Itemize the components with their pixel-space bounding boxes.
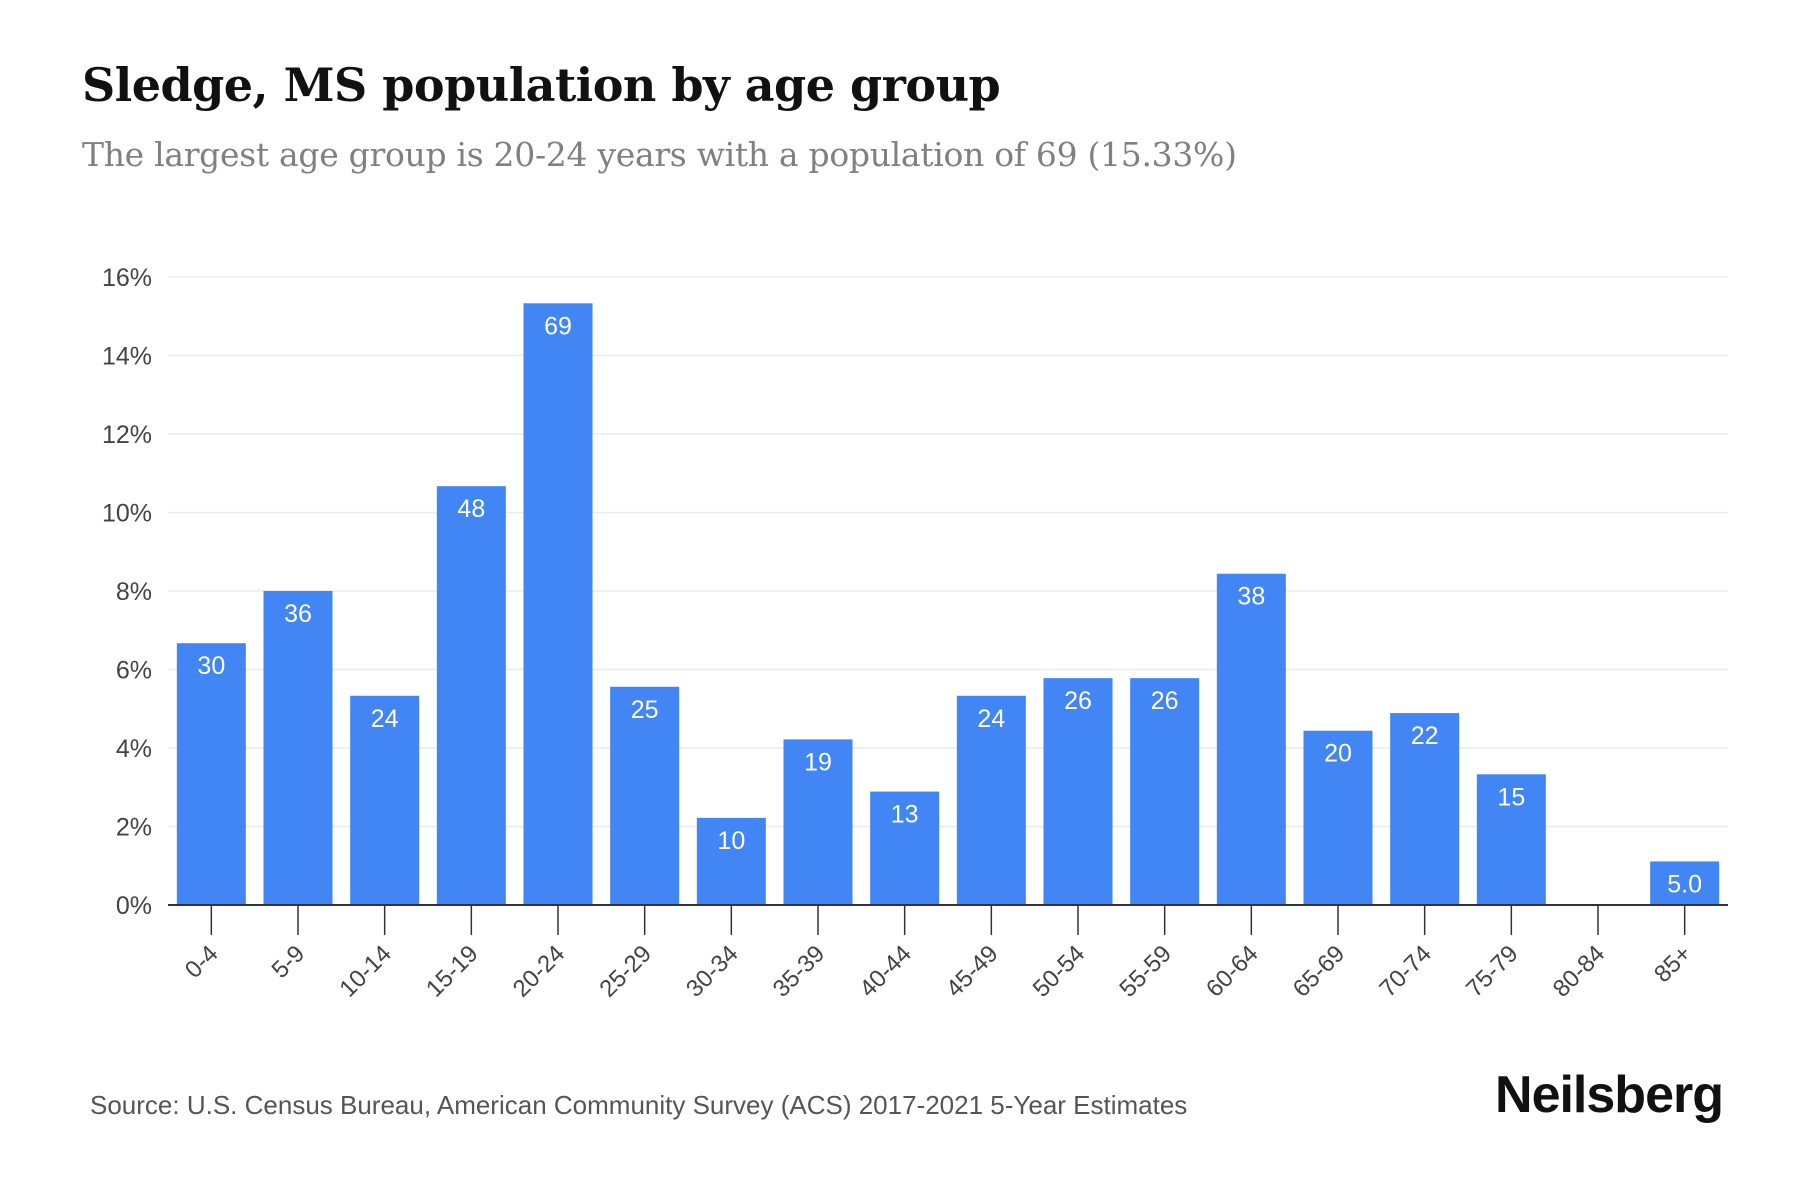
bar-data-label: 15 xyxy=(1497,783,1525,811)
bar-data-label: 30 xyxy=(197,652,225,680)
bar xyxy=(523,303,593,905)
bar xyxy=(1390,713,1460,905)
bar xyxy=(176,643,246,905)
x-tick-label: 60-64 xyxy=(1201,940,1264,1003)
bar-data-label: 26 xyxy=(1151,687,1179,715)
bar-data-label: 20 xyxy=(1324,740,1352,768)
bar-data-label: 10 xyxy=(717,827,745,855)
y-tick-label: 14% xyxy=(102,343,152,371)
x-tick-label: 25-29 xyxy=(594,940,657,1003)
bar-data-label: 24 xyxy=(371,705,399,733)
chart-subtitle: The largest age group is 20-24 years wit… xyxy=(82,135,1237,174)
x-tick-label: 0-4 xyxy=(180,940,224,984)
bar-data-label: 69 xyxy=(544,312,572,340)
bar-data-label: 38 xyxy=(1237,583,1265,611)
x-tick-label: 20-24 xyxy=(508,940,571,1003)
bar-data-label: 24 xyxy=(977,705,1005,733)
bar-data-label: 48 xyxy=(457,495,485,523)
y-tick-label: 0% xyxy=(116,892,152,920)
bar xyxy=(263,591,333,905)
bar-data-label: 36 xyxy=(284,600,312,628)
y-tick-label: 4% xyxy=(116,735,152,763)
bar-data-label: 13 xyxy=(891,801,919,829)
bar xyxy=(1043,678,1113,905)
bar xyxy=(1476,774,1546,905)
bar xyxy=(1216,573,1286,905)
y-tick-label: 16% xyxy=(102,264,152,292)
brand-logo: Neilsberg xyxy=(1495,1066,1724,1124)
chart-title: Sledge, MS population by age group xyxy=(82,58,1001,112)
bar xyxy=(783,739,853,905)
y-tick-label: 6% xyxy=(116,657,152,685)
x-tick-label: 5-9 xyxy=(267,940,311,984)
bar xyxy=(956,695,1026,905)
bar xyxy=(610,686,680,905)
bar-data-label: 5.0 xyxy=(1667,870,1702,898)
bar xyxy=(696,817,766,905)
bar-data-label: 26 xyxy=(1064,687,1092,715)
x-tick-label: 80-84 xyxy=(1548,940,1611,1003)
bar-data-label: 25 xyxy=(631,696,659,724)
x-tick-label: 75-79 xyxy=(1461,940,1524,1003)
bar xyxy=(1130,678,1200,905)
x-tick-label: 40-44 xyxy=(854,940,917,1003)
x-tick-label: 30-34 xyxy=(681,940,744,1003)
bar-chart: 0% 2% 4% 6% 8% 10% 12% 14% 16% 30 0-4 36 5-9 24 10-14 4… xyxy=(102,264,1728,1003)
x-tick-label: 10-14 xyxy=(334,940,397,1003)
y-tick-label: 2% xyxy=(116,814,152,842)
y-tick-label: 10% xyxy=(102,500,152,528)
x-tick-label: 45-49 xyxy=(941,940,1004,1003)
x-tick-label: 55-59 xyxy=(1114,940,1177,1003)
bar xyxy=(436,486,506,905)
y-tick-label: 12% xyxy=(102,421,152,449)
bar-data-label: 22 xyxy=(1411,722,1439,750)
bar xyxy=(1650,861,1720,905)
bar xyxy=(870,791,940,905)
x-tick-label: 65-69 xyxy=(1288,940,1351,1003)
x-tick-label: 70-74 xyxy=(1374,940,1437,1003)
x-tick-label: 15-19 xyxy=(421,940,484,1003)
x-tick-label: 85+ xyxy=(1649,940,1697,988)
x-tick-label: 50-54 xyxy=(1028,940,1091,1003)
source-note: Source: U.S. Census Bureau, American Com… xyxy=(90,1090,1188,1120)
bar xyxy=(350,695,420,905)
x-tick-label: 35-39 xyxy=(768,940,831,1003)
bar-data-label: 19 xyxy=(804,748,832,776)
y-tick-label: 8% xyxy=(116,578,152,606)
bar xyxy=(1303,730,1373,905)
